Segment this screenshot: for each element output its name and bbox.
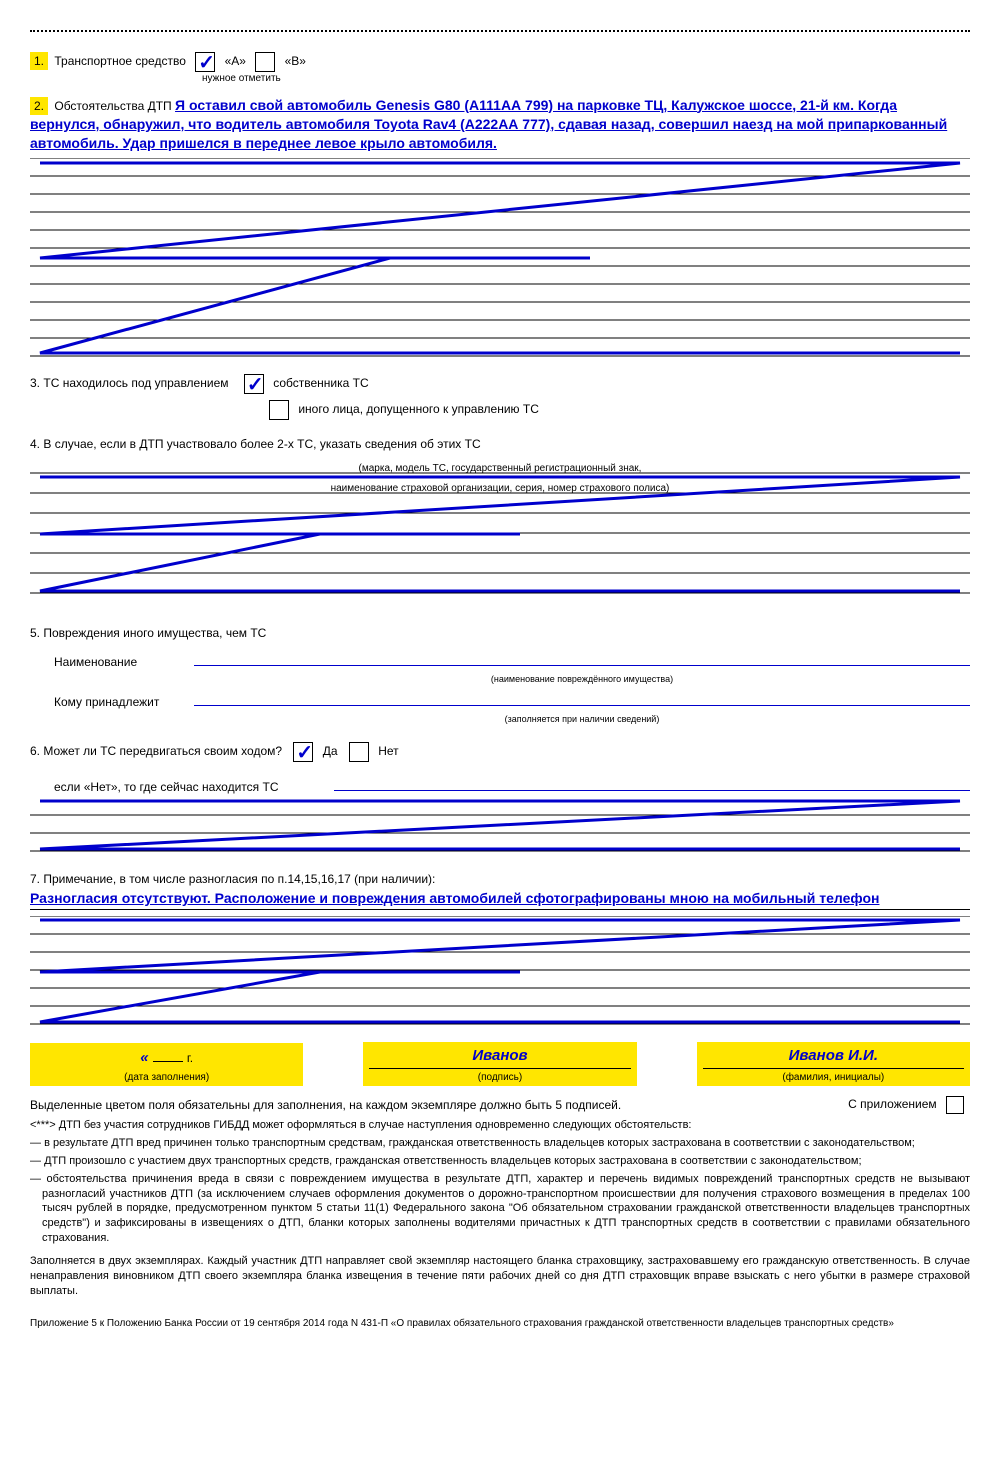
vehicle-b-checkbox[interactable] <box>255 52 275 72</box>
strike-z-icon <box>30 916 970 1028</box>
name-value[interactable]: Иванов И.И. <box>703 1044 964 1069</box>
regulation-ref: Приложение 5 к Положению Банка России от… <box>30 1317 970 1331</box>
signature-row: « г. (дата заполнения) Иванов (подпись) … <box>30 1042 970 1087</box>
section-3-num: 3. <box>30 377 40 391</box>
section-4-num: 4. <box>30 437 40 451</box>
section-2-blank-area <box>30 158 970 358</box>
section-6-sublabel: если «Нет», то где сейчас находится ТС <box>54 779 334 795</box>
move-yes-checkbox[interactable] <box>293 742 313 762</box>
section-7-label: Примечание, в том числе разногласия по п… <box>43 872 435 886</box>
footnote-2: — ДТП произошло с участием двух транспор… <box>30 1154 970 1169</box>
prop-name-caption: (наименование повреждённого имущества) <box>194 673 970 685</box>
vehicle-a-label: «А» <box>225 54 246 68</box>
date-prefix: « <box>140 1049 148 1066</box>
section-3-label: ТС находилось под управлением <box>43 377 228 391</box>
footnote-1: — в результате ДТП вред причинен только … <box>30 1136 970 1151</box>
strike-z-icon <box>30 799 970 855</box>
section-6: 6. Может ли ТС передвигаться своим ходом… <box>30 742 970 855</box>
signature-value[interactable]: Иванов <box>369 1044 630 1069</box>
vehicle-location-field[interactable] <box>334 776 970 791</box>
move-yes-label: Да <box>323 744 338 758</box>
prop-name-label: Наименование <box>54 654 194 670</box>
footnotes: <***> ДТП без участия сотрудников ГИБДД … <box>30 1118 970 1298</box>
section-1-hint: нужное отметить <box>202 72 970 86</box>
section-1: 1. Транспортное средство «А» «В» нужное … <box>30 52 970 86</box>
date-caption: (дата заполнения) <box>36 1071 297 1085</box>
signature-box: Иванов (подпись) <box>363 1042 636 1087</box>
owner-checkbox[interactable] <box>244 374 264 394</box>
section-2-label: Обстоятельства ДТП <box>54 99 171 113</box>
section-2-num: 2. <box>30 97 48 115</box>
svg-text:наименование страховой организ: наименование страховой организации, сери… <box>331 483 670 494</box>
attachment-checkbox[interactable] <box>946 1096 964 1114</box>
form-page: 1. Транспортное средство «А» «В» нужное … <box>0 0 1000 1350</box>
move-no-label: Нет <box>378 744 398 758</box>
section-2: 2. Обстоятельства ДТП Я оставил свой авт… <box>30 96 970 359</box>
section-5: 5. Повреждения иного имущества, чем ТС Н… <box>30 625 970 726</box>
section-1-num: 1. <box>30 52 48 70</box>
strike-z-icon: (марка, модель ТС, государственный регис… <box>30 459 970 609</box>
move-no-checkbox[interactable] <box>349 742 369 762</box>
vehicle-b-label: «В» <box>285 54 306 68</box>
prop-owner-caption: (заполняется при наличии сведений) <box>194 713 970 725</box>
name-box: Иванов И.И. (фамилия, инициалы) <box>697 1042 970 1087</box>
section-3: 3. ТС находилось под управлением собстве… <box>30 374 970 420</box>
other-driver-label: иного лица, допущенного к управлению ТС <box>298 403 539 417</box>
svg-text:(марка, модель ТС, государстве: (марка, модель ТС, государственный регис… <box>359 463 642 474</box>
name-caption: (фамилия, инициалы) <box>703 1071 964 1085</box>
section-4: 4. В случае, если в ДТП участвовало боле… <box>30 436 970 608</box>
strike-z-icon <box>30 158 970 358</box>
section-5-num: 5. <box>30 626 40 640</box>
mandatory-note: Выделенные цветом поля обязательны для з… <box>30 1097 621 1113</box>
tear-line <box>30 30 970 32</box>
prop-owner-label: Кому принадлежит <box>54 694 194 710</box>
section-5-label: Повреждения иного имущества, чем ТС <box>43 626 266 640</box>
section-7: 7. Примечание, в том числе разногласия п… <box>30 871 970 1028</box>
prop-name-field[interactable] <box>194 651 970 666</box>
section-4-label: В случае, если в ДТП участвовало более 2… <box>43 437 480 451</box>
footnote-head: <***> ДТП без участия сотрудников ГИБДД … <box>30 1118 970 1133</box>
other-driver-checkbox[interactable] <box>269 400 289 420</box>
section-6-num: 6. <box>30 744 40 758</box>
section-6-blank-area <box>30 799 970 855</box>
mandatory-row: Выделенные цветом поля обязательны для з… <box>30 1096 970 1114</box>
section-6-label: Может ли ТС передвигаться своим ходом? <box>43 744 282 758</box>
prop-owner-field[interactable] <box>194 691 970 706</box>
attachment-label: С приложением <box>848 1097 937 1111</box>
remarks-text: Разногласия отсутствуют. Расположение и … <box>30 887 970 910</box>
owner-label: собственника ТС <box>273 377 368 391</box>
vehicle-a-checkbox[interactable] <box>195 52 215 72</box>
footnote-3: — обстоятельства причинения вреда в связ… <box>30 1172 970 1246</box>
date-box: « г. (дата заполнения) <box>30 1043 303 1087</box>
section-1-label: Транспортное средство <box>54 54 186 68</box>
date-suffix: г. <box>187 1051 193 1065</box>
section-7-num: 7. <box>30 872 40 886</box>
signature-caption: (подпись) <box>369 1071 630 1085</box>
section-4-blank-area: (марка, модель ТС, государственный регис… <box>30 459 970 609</box>
section-7-blank-area <box>30 916 970 1028</box>
footnote-para: Заполняется в двух экземплярах. Каждый у… <box>30 1254 970 1299</box>
